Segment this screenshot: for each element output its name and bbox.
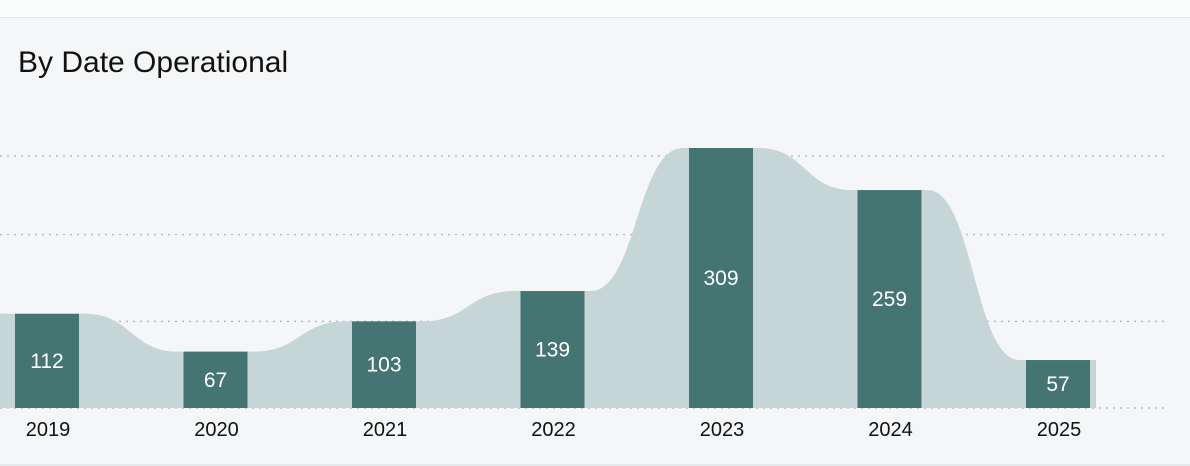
- data-label-2025: 57: [1046, 373, 1069, 396]
- bar-2020[interactable]: [183, 351, 248, 408]
- data-label-2019: 112: [30, 350, 63, 373]
- x-tick-2024: 2024: [868, 419, 913, 441]
- x-tick-2020: 2020: [194, 419, 239, 441]
- data-label-2021: 103: [366, 354, 401, 377]
- bar-2022[interactable]: [520, 291, 585, 408]
- bars-layer: [15, 148, 1090, 408]
- bar-2024[interactable]: [857, 190, 922, 408]
- x-tick-2019: 2019: [26, 419, 71, 441]
- bottom-divider: [0, 464, 1190, 466]
- data-label-2022: 139: [535, 339, 570, 362]
- x-axis-ticks: 2019 2020 2021 2022 2023 2024 2025: [26, 419, 1082, 441]
- x-tick-2022: 2022: [531, 419, 576, 441]
- bar-2023[interactable]: [689, 148, 753, 408]
- bar-2019[interactable]: [15, 313, 79, 408]
- data-label-2023: 309: [703, 267, 738, 290]
- data-label-2020: 67: [204, 369, 227, 392]
- data-label-2024: 259: [872, 288, 907, 311]
- x-tick-2025: 2025: [1037, 419, 1082, 441]
- chart-title: By Date Operational: [18, 46, 289, 79]
- labels-layer: 112 67 103 139 309 259 57: [30, 267, 1069, 396]
- x-tick-2021: 2021: [363, 419, 408, 441]
- bar-2021[interactable]: [352, 321, 416, 408]
- top-panel-edge: [0, 0, 1190, 18]
- smoothed-area: [0, 148, 1096, 408]
- bar-2025[interactable]: [1026, 360, 1090, 408]
- x-tick-2023: 2023: [700, 419, 745, 441]
